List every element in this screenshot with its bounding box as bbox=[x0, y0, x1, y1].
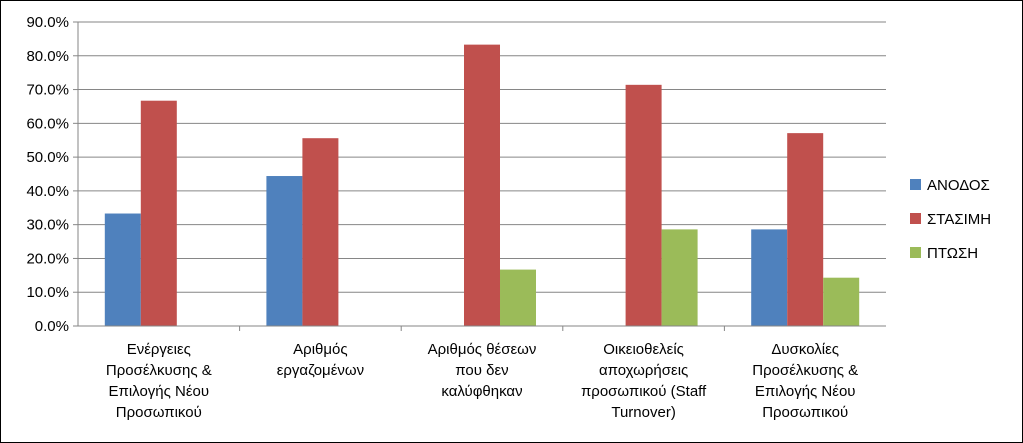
bar-ΣΤΑΣΙΜΗ bbox=[464, 44, 500, 327]
bar-ΑΝΟΔΟΣ bbox=[751, 229, 788, 326]
y-tick-label: 70.0% bbox=[26, 82, 69, 99]
category-label: Αριθμός θέσεων που δεν καλύφθηκαν bbox=[428, 341, 537, 400]
legend: ΑΝΟΔΟΣ ΣΤΑΣΙΜΗ ΠΤΩΣΗ bbox=[910, 177, 991, 262]
bar-ΣΤΑΣΙΜΗ bbox=[140, 100, 177, 326]
category-label: Αριθμός εργαζομένων bbox=[277, 341, 364, 379]
bar-ΑΝΟΔΟΣ bbox=[104, 213, 141, 326]
y-tick-label: 50.0% bbox=[26, 149, 69, 166]
bar-ΠΤΩΣΗ bbox=[823, 277, 860, 326]
category-label: Οικειοθελείς αποχωρήσεις προσωπικού (Staff… bbox=[581, 341, 707, 421]
y-tick-label: 80.0% bbox=[26, 48, 69, 65]
y-tick-label: 90.0% bbox=[26, 14, 69, 31]
y-axis-ticks: 0.0% 10.0% 20.0% 30.0% 40.0% 50.0% 60.0% 70.0% 8… bbox=[26, 14, 69, 335]
bar-ΠΤΩΣΗ bbox=[661, 229, 698, 326]
y-tick-label: 60.0% bbox=[26, 115, 69, 132]
legend-label: ΣΤΑΣΙΜΗ bbox=[927, 211, 991, 228]
legend-swatch-ΠΤΩΣΗ bbox=[910, 247, 921, 258]
axes bbox=[73, 21, 886, 331]
bar-ΑΝΟΔΟΣ bbox=[266, 176, 303, 326]
bar-ΣΤΑΣΙΜΗ bbox=[787, 133, 824, 326]
legend-swatch-ΣΤΑΣΙΜΗ bbox=[910, 213, 921, 224]
category-label: Ενέργειες Προσέλκυσης & Επιλογής Νέου Προσω… bbox=[106, 341, 212, 421]
y-tick-label: 40.0% bbox=[26, 183, 69, 200]
y-tick-label: 10.0% bbox=[26, 284, 69, 301]
bar-ΠΤΩΣΗ bbox=[500, 269, 536, 326]
y-tick-label: 20.0% bbox=[26, 250, 69, 267]
legend-label: ΠΤΩΣΗ bbox=[927, 245, 978, 262]
y-tick-label: 0.0% bbox=[35, 318, 69, 335]
bar-ΣΤΑΣΙΜΗ bbox=[302, 138, 339, 326]
y-tick-label: 30.0% bbox=[26, 217, 69, 234]
bars bbox=[104, 44, 860, 327]
category-labels: Ενέργειες Προσέλκυσης & Επιλογής Νέου Προσω… bbox=[106, 341, 858, 421]
category-label: Δυσκολίες Προσέλκυσης & Επιλογής Νέου Προσω… bbox=[752, 341, 858, 421]
legend-swatch-ΑΝΟΔΟΣ bbox=[910, 179, 921, 190]
bar-ΣΤΑΣΙΜΗ bbox=[625, 84, 662, 327]
legend-label: ΑΝΟΔΟΣ bbox=[927, 177, 990, 194]
